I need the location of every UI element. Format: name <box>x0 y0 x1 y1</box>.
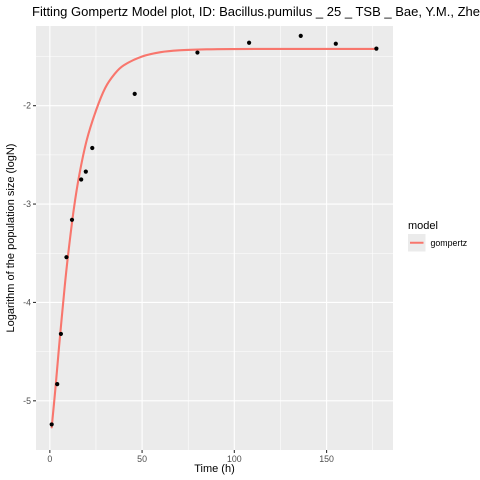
legend-title: model <box>408 220 438 232</box>
data-point <box>90 145 95 151</box>
y-axis-title: Logarithm of the population size (logN) <box>5 144 17 333</box>
data-point <box>132 91 137 96</box>
x-axis-title: Time (h) <box>194 463 235 475</box>
data-point <box>58 331 64 337</box>
plot-panel <box>36 26 393 450</box>
fitted-curve-layer <box>50 47 378 429</box>
data-point <box>195 50 200 55</box>
data-point <box>49 422 54 427</box>
y-tick-label: -5 <box>23 396 31 406</box>
legend: model gompertz <box>408 220 467 252</box>
fitted-curve-gompertz <box>50 47 378 429</box>
y-tick-label: -4 <box>23 297 31 307</box>
y-tick-label: -3 <box>23 199 31 209</box>
data-point <box>64 255 69 260</box>
data-point <box>246 40 252 45</box>
data-point <box>298 33 303 38</box>
data-point <box>55 381 60 387</box>
data-point <box>333 41 338 46</box>
grid-lines <box>36 26 393 450</box>
data-point <box>374 46 379 51</box>
x-tick-label: 50 <box>137 454 147 464</box>
chart-title: Fitting Gompertz Model plot, ID: Bacillu… <box>32 4 480 19</box>
x-tick-label: 150 <box>319 454 334 464</box>
x-tick-label: 0 <box>47 454 52 464</box>
data-point <box>83 169 88 174</box>
legend-label-gompertz: gompertz <box>431 238 468 248</box>
data-point <box>79 177 84 182</box>
x-tick-label: 100 <box>227 454 242 464</box>
observed-points-layer <box>49 33 379 427</box>
data-point <box>69 217 75 222</box>
axes-layer: 0 50 100 150 -5 -4 -3 -2 <box>23 101 334 464</box>
y-tick-label: -2 <box>23 101 31 111</box>
